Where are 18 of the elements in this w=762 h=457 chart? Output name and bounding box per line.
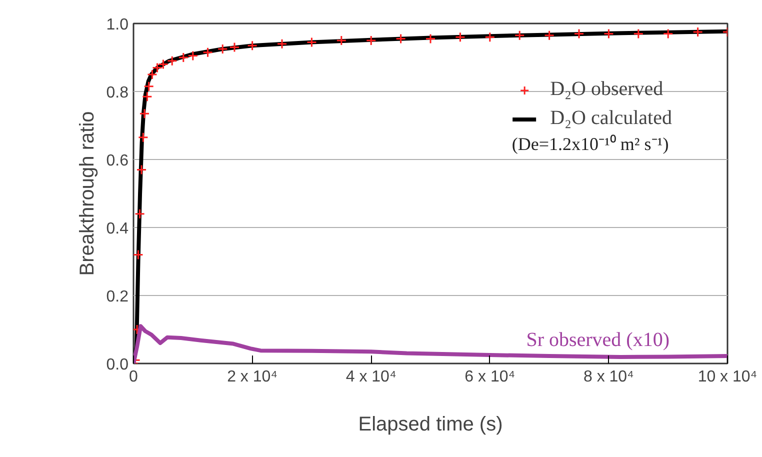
x-tick-label: 0	[129, 368, 138, 386]
y-tick-label: 0.8	[106, 84, 129, 102]
annotation: (De=1.2x10⁻¹⁰ m² s⁻¹)	[512, 134, 669, 154]
x-tick-label: 10 x 10⁴	[698, 368, 758, 386]
y-tick-label: 0.2	[106, 288, 129, 306]
x-tick-label: 2 x 10⁴	[227, 368, 278, 386]
x-tick-label: 6 x 10⁴	[464, 368, 516, 386]
y-tick-label: 0.4	[106, 220, 129, 238]
legend-label: D₂O observed	[550, 78, 664, 101]
y-tick-label: 0.6	[106, 152, 129, 170]
legend-label: D₂O calculated	[550, 107, 672, 130]
y-tick-label: 1.0	[106, 16, 129, 34]
y-axis-title: Breakthrough ratio	[76, 111, 98, 276]
x-axis-title: Elapsed time (s)	[358, 414, 503, 436]
series-label: Sr observed (x10)	[526, 329, 670, 352]
x-tick-label: 8 x 10⁴	[583, 368, 634, 386]
x-tick-label: 4 x 10⁴	[346, 368, 396, 386]
y-tick-label: 0.0	[106, 356, 129, 374]
